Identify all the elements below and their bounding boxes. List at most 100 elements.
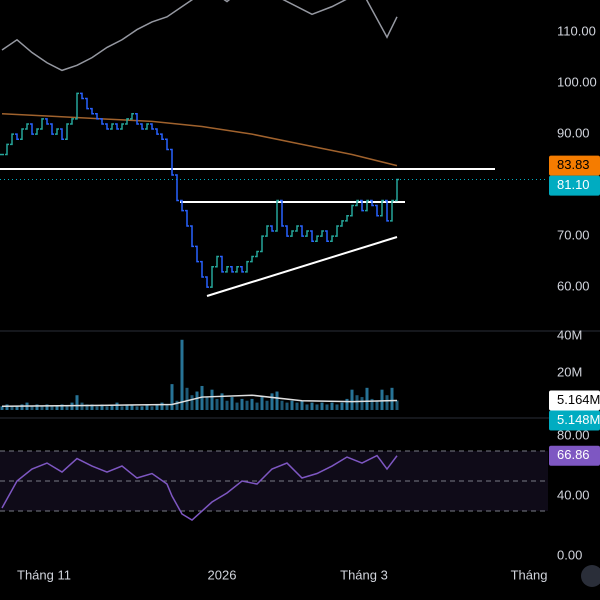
price-tag-label: 5.164M	[557, 392, 600, 407]
y-tick-label: 0.00	[557, 547, 582, 562]
price-bar	[320, 230, 324, 237]
price-bar	[60, 128, 64, 140]
price-bar	[390, 199, 394, 222]
price-tag	[549, 175, 600, 196]
price-bar	[360, 199, 364, 212]
volume-bar	[230, 397, 234, 410]
volume-bar	[270, 393, 274, 410]
volume-bar	[320, 402, 324, 410]
volume-bar	[355, 395, 359, 410]
volume-bar	[365, 387, 369, 410]
volume-bar	[75, 395, 79, 410]
price-bar	[110, 123, 114, 130]
price-bar	[130, 112, 134, 120]
price-bar	[40, 118, 44, 130]
volume-bar	[125, 404, 129, 410]
series-line	[1, 454, 398, 521]
auto-scale-button[interactable]	[581, 565, 600, 587]
price-bar	[145, 123, 149, 130]
volume-bar	[15, 406, 19, 410]
price-bar	[305, 230, 309, 237]
volume-bar	[195, 391, 199, 410]
price-bar	[100, 118, 104, 125]
price-bar	[245, 260, 249, 273]
volume-bar	[105, 406, 109, 410]
price-bar	[205, 276, 209, 288]
volume-bar	[315, 404, 319, 410]
price-bar	[5, 143, 9, 156]
price-bar	[15, 133, 19, 140]
price-bar	[340, 220, 344, 227]
volume-bar	[300, 400, 304, 410]
volume-bar	[240, 398, 244, 410]
price-bar	[85, 97, 89, 110]
y-tick-label: 80.00	[557, 427, 590, 442]
volume-bar	[165, 404, 169, 410]
price-bar	[175, 174, 179, 202]
y-tick-label: 90.00	[557, 126, 590, 141]
volume-bar	[175, 400, 179, 410]
series-line	[1, 394, 398, 408]
price-bar	[20, 128, 24, 140]
price-bar	[140, 123, 144, 130]
volume-bar	[210, 389, 214, 410]
volume-bar	[40, 406, 44, 410]
volume-bar	[340, 402, 344, 410]
price-bar	[300, 225, 304, 237]
y-tick-label: 100.00	[557, 75, 597, 90]
price-bar	[295, 225, 299, 232]
x-tick-label: Tháng	[511, 567, 548, 582]
pane	[0, 339, 399, 410]
volume-bar	[370, 398, 374, 410]
volume-bar	[20, 404, 24, 410]
volume-bar	[305, 404, 309, 410]
y-tick-label: 40M	[557, 328, 582, 343]
price-bar	[160, 133, 164, 140]
volume-bar	[130, 404, 134, 410]
price-bar	[65, 123, 69, 140]
price-bar	[270, 225, 274, 232]
volume-bar	[190, 395, 194, 410]
price-bar	[125, 118, 129, 125]
y-tick-label: 110.00	[557, 24, 596, 39]
volume-bar	[350, 389, 354, 410]
x-tick-label: Tháng 3	[340, 567, 388, 582]
volume-bar	[135, 406, 139, 410]
price-bar	[170, 148, 174, 176]
volume-bar	[390, 387, 394, 410]
price-bar	[80, 92, 84, 100]
price-bar	[105, 123, 109, 130]
volume-bar	[225, 400, 229, 410]
price-bar	[50, 123, 54, 135]
volume-bar	[310, 402, 314, 410]
volume-bar	[295, 402, 299, 410]
volume-bar	[145, 404, 149, 410]
volume-bar	[100, 404, 104, 410]
price-bar	[280, 199, 284, 227]
price-bar	[185, 209, 189, 227]
pane	[0, 0, 399, 288]
volume-bar	[330, 402, 334, 410]
drawn-trendline	[206, 236, 398, 297]
price-bar	[45, 118, 49, 125]
price-tag-label: 5.148M	[557, 412, 600, 427]
volume-bar	[60, 404, 64, 410]
volume-bar	[95, 406, 99, 410]
price-bar	[190, 225, 194, 248]
price-tag	[549, 390, 600, 411]
x-tick-label: Tháng 11	[17, 567, 71, 582]
volume-bar	[325, 404, 329, 410]
price-bar	[250, 255, 254, 263]
price-bar	[315, 235, 319, 243]
price-bar	[235, 266, 239, 273]
volume-bar	[90, 404, 94, 410]
price-bar	[345, 215, 349, 222]
volume-bar	[10, 406, 14, 410]
volume-bar	[155, 404, 159, 410]
price-bar	[265, 225, 269, 237]
x-tick-label: 2026	[208, 567, 237, 582]
volume-bar	[180, 339, 184, 410]
